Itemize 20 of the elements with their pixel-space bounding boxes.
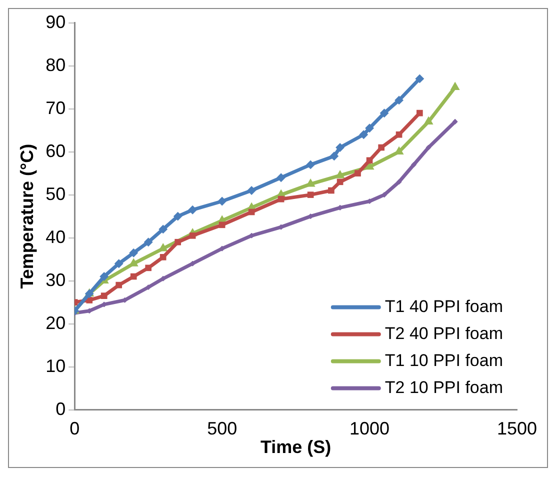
y-tick-label: 90: [46, 12, 66, 32]
x-tick-label: 500: [207, 418, 238, 439]
legend-label: T2 40 PPI foam: [384, 324, 504, 343]
y-axis-title: Temperature (°C): [16, 144, 37, 289]
y-tick-label: 70: [46, 98, 66, 118]
y-tick-label: 80: [46, 54, 66, 75]
legend-label: T1 10 PPI foam: [384, 350, 504, 370]
y-tick-label: 50: [46, 184, 66, 204]
x-tick-label: 1000: [350, 418, 390, 439]
y-tick-label: 60: [46, 140, 66, 161]
y-tick-label: 30: [46, 270, 66, 290]
y-tick-label: 20: [46, 312, 66, 333]
x-tick-label: 1500: [496, 418, 538, 439]
y-tick-label: 10: [46, 356, 66, 376]
y-tick-label: 40: [46, 226, 66, 247]
x-axis-title: Time (S): [260, 437, 332, 458]
x-tick-label: 0: [70, 418, 80, 439]
legend-label: T1 40 PPI foam: [384, 296, 504, 316]
legend-label: T2 10 PPI foam: [384, 378, 504, 397]
y-tick-label: 0: [56, 398, 66, 419]
